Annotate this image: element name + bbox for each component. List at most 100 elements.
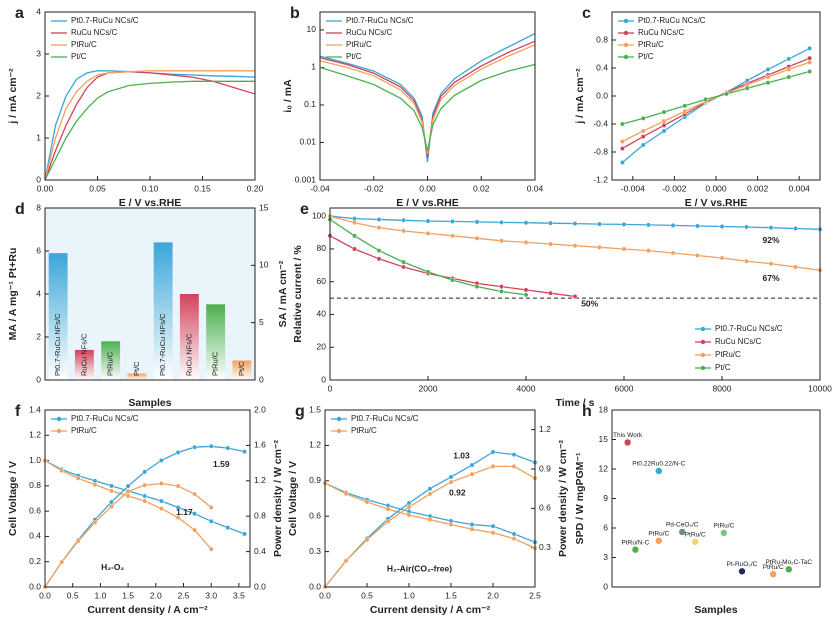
legend-marker	[623, 54, 629, 60]
annotation: 92%	[762, 235, 779, 245]
y2-tick-label: 0.9	[539, 463, 551, 473]
y-tick-label: 1.5	[309, 404, 321, 414]
y2-tick-label: 0.0	[254, 581, 266, 591]
series-marker	[364, 537, 370, 543]
series-marker	[192, 511, 198, 517]
y2-tick-label: 0.3	[539, 542, 551, 552]
category-label: Pt0.7-RuCu NFs/C	[158, 313, 167, 376]
series-marker	[511, 463, 517, 469]
legend-label: PtRu/C	[71, 426, 97, 435]
scatter-point	[738, 568, 746, 575]
x-tick-label: -0.04	[310, 183, 330, 193]
point-label: Pt0.22Ru0.22/N-C	[632, 461, 685, 468]
y-tick-label: 0.8	[29, 480, 41, 490]
series-marker	[807, 60, 812, 65]
y-tick-label: 0.01	[299, 137, 316, 147]
series-marker	[640, 142, 646, 148]
series-marker	[511, 531, 517, 537]
category-label: RuCu NFs/C	[79, 333, 88, 376]
y-tick-label: 0.4	[596, 62, 608, 72]
series-marker	[661, 109, 667, 115]
series-line	[44, 482, 212, 588]
x-axis-label: E / V vs.RHE	[396, 197, 458, 209]
y2-tick-label: 15	[259, 202, 269, 212]
series-marker	[406, 512, 412, 518]
series-marker	[670, 250, 676, 256]
series-marker	[572, 221, 578, 227]
panel-label: e	[300, 201, 309, 218]
series-marker	[523, 239, 529, 245]
y-tick-label: 40	[317, 309, 327, 319]
axes-frame	[611, 409, 821, 588]
series-marker	[661, 128, 667, 134]
series-line	[622, 70, 810, 125]
legend-label: Pt/C	[346, 52, 362, 61]
y-tick-label: 0.0	[29, 581, 41, 591]
series-marker	[92, 520, 98, 525]
series-line	[44, 70, 256, 181]
x-tick-label: 2.0	[487, 590, 499, 600]
legend-label: Pt/C	[71, 52, 87, 61]
series-marker	[425, 230, 431, 236]
series-marker	[75, 538, 81, 544]
y-axis-label: Cell Voltage / V	[7, 461, 19, 536]
category-label: Pt0.7-RuCu NFs/C	[53, 313, 62, 376]
series-marker	[109, 504, 114, 509]
series-marker	[208, 443, 214, 449]
series-marker	[765, 67, 771, 72]
point-label: PtRu/N-C	[621, 539, 649, 546]
series-marker	[175, 504, 181, 510]
y-tick-label: 1	[36, 132, 41, 142]
series-marker	[59, 559, 64, 565]
x-tick-label: 4000	[517, 383, 536, 393]
y2-tick-label: 0.6	[539, 503, 551, 513]
y-tick-label: 0	[603, 581, 608, 591]
annotation: H₂-O₂	[101, 562, 124, 572]
series-marker	[474, 235, 480, 241]
y-tick-label: 20	[317, 341, 327, 351]
series-marker	[469, 522, 475, 527]
series-marker	[682, 109, 688, 114]
point-label: PtRu/C	[763, 564, 784, 571]
series-marker	[450, 277, 455, 283]
series-marker	[765, 74, 771, 80]
series-marker	[724, 91, 729, 97]
y-tick-label: 1.4	[29, 404, 41, 414]
x-tick-label: 0.000	[705, 183, 727, 193]
series-marker	[695, 223, 700, 229]
point-label: This Work	[613, 432, 643, 439]
bar	[101, 341, 121, 380]
series-marker	[225, 445, 231, 451]
legend-marker	[623, 42, 629, 48]
series-marker	[125, 483, 131, 489]
y-tick-label: 3	[603, 552, 608, 562]
series-marker	[640, 116, 646, 121]
y2-tick-label: 0.8	[254, 510, 266, 520]
legend-label: RuCu NCs/C	[638, 28, 684, 37]
series-marker	[343, 491, 349, 497]
series-marker	[343, 558, 349, 564]
point-label: PtRu/C	[648, 531, 669, 538]
scatter-point	[624, 439, 631, 446]
legend-label: Pt0.7-RuCu NCs/C	[715, 324, 783, 333]
category-label: Pt/C	[132, 361, 141, 376]
series-marker	[75, 475, 81, 481]
series-line	[319, 40, 536, 158]
panel-label: g	[295, 403, 305, 420]
series-marker	[192, 491, 198, 497]
axes-frame	[329, 207, 821, 381]
series-marker	[92, 482, 98, 487]
x-tick-label: 0.0	[319, 590, 331, 600]
x-tick-label: 0.02	[473, 183, 490, 193]
x-axis-label: Samples	[694, 604, 737, 616]
annotation: 1.59	[213, 459, 230, 469]
x-axis-label: E / V vs.RHE	[685, 197, 747, 209]
legend-marker	[623, 30, 629, 36]
series-marker	[786, 74, 792, 80]
series-marker	[142, 498, 148, 504]
series-marker	[192, 444, 198, 450]
y-axis-label: MA / A mg⁻¹ Pt+Ru	[7, 248, 19, 341]
series-marker	[450, 218, 455, 224]
y2-axis-label: Power density / W cm⁻²	[557, 440, 569, 557]
series-marker	[807, 55, 812, 61]
